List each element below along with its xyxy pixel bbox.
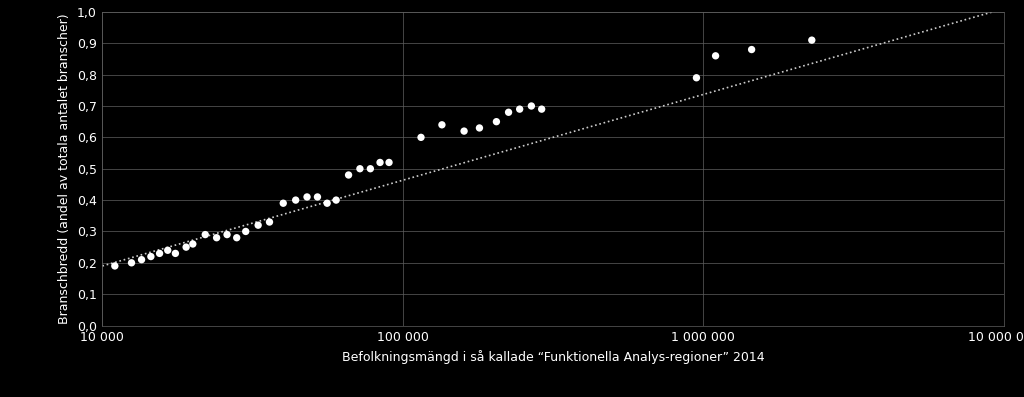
Point [228, 235, 245, 241]
Point [488, 119, 505, 125]
Point [688, 75, 705, 81]
Point [250, 222, 266, 228]
Point [133, 256, 150, 263]
Point [106, 263, 123, 269]
Y-axis label: Branschbredd (andel av totala antalet branscher): Branschbredd (andel av totala antalet br… [58, 13, 72, 324]
Point [318, 200, 335, 206]
Point [523, 103, 540, 109]
Point [142, 253, 159, 260]
Point [178, 244, 195, 251]
Point [340, 172, 356, 178]
Point [351, 166, 368, 172]
Point [362, 166, 379, 172]
Point [184, 241, 201, 247]
Point [123, 260, 139, 266]
Point [804, 37, 820, 43]
Point [511, 106, 527, 112]
Point [743, 46, 760, 53]
Point [434, 121, 451, 128]
Point [167, 250, 183, 256]
Point [501, 109, 517, 116]
Point [534, 106, 550, 112]
Point [708, 53, 724, 59]
Point [152, 250, 168, 256]
Point [309, 194, 326, 200]
Point [381, 159, 397, 166]
Point [328, 197, 344, 203]
Point [261, 219, 278, 225]
Point [219, 231, 236, 238]
Point [209, 235, 225, 241]
Point [471, 125, 487, 131]
Point [372, 159, 388, 166]
Point [288, 197, 304, 203]
Point [160, 247, 176, 253]
Point [197, 231, 213, 238]
Point [238, 228, 254, 235]
X-axis label: Befolkningsmängd i så kallade “Funktionella Analys-regioner” 2014: Befolkningsmängd i så kallade “Funktione… [342, 350, 764, 364]
Point [299, 194, 315, 200]
Point [275, 200, 292, 206]
Point [456, 128, 472, 134]
Point [413, 134, 429, 141]
